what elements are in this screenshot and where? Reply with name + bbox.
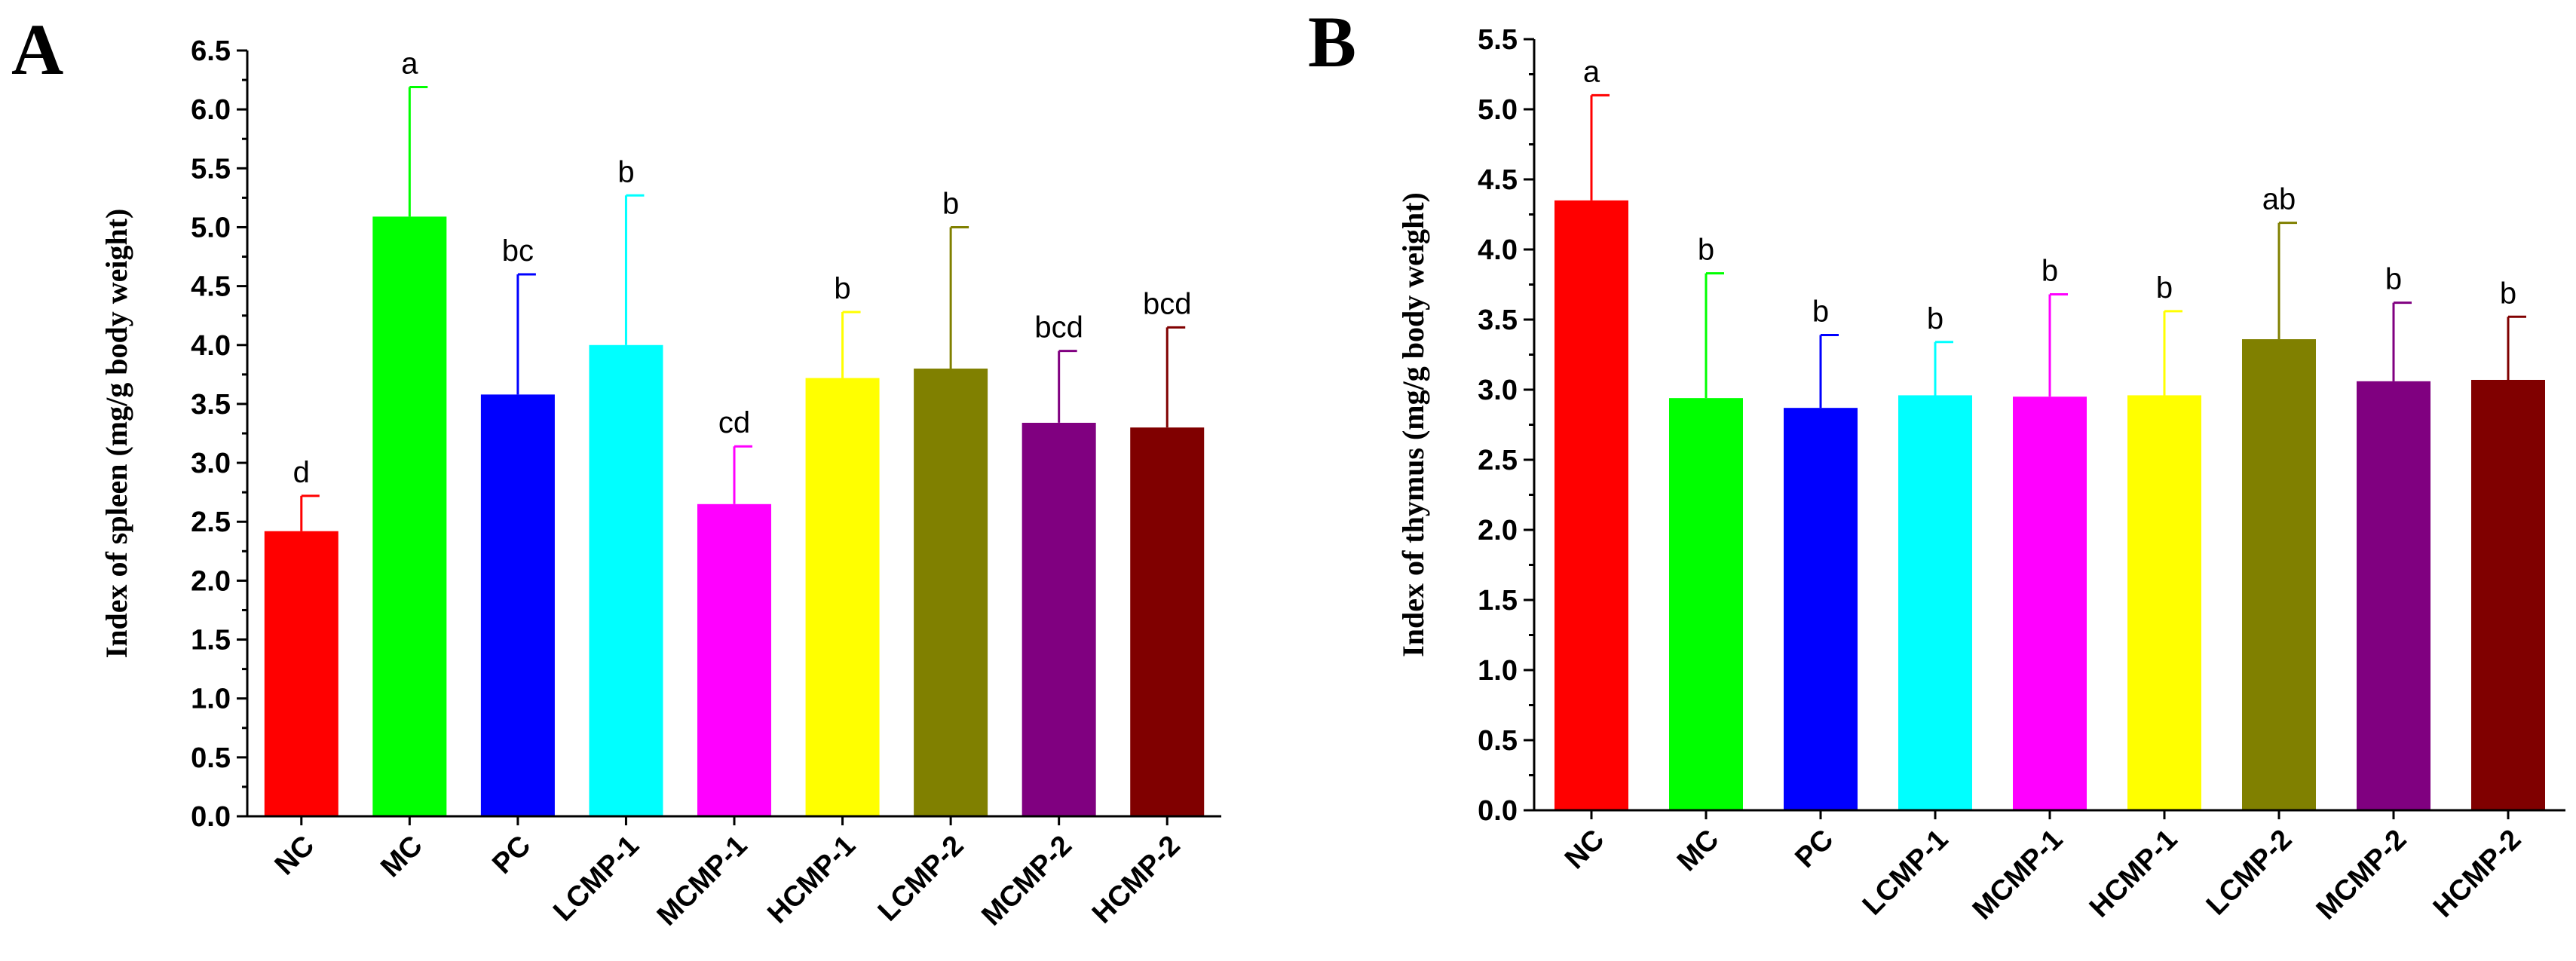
panel-b: B Index of thymus (mg/g body weight) a NC b M… bbox=[1308, 2, 2565, 926]
bar-hcmp-1 bbox=[805, 378, 880, 816]
bar-mcmp-2 bbox=[2357, 381, 2431, 811]
significance-label: b bbox=[2156, 271, 2173, 305]
significance-label: b bbox=[834, 272, 850, 305]
y-tick-label: 4.0 bbox=[1478, 234, 1518, 266]
y-tick-label: 2.0 bbox=[1478, 515, 1518, 546]
y-tick-label: 5.5 bbox=[1478, 24, 1518, 56]
x-tick-label: LCMP-2 bbox=[872, 830, 970, 928]
bar-pc bbox=[1784, 408, 1858, 810]
y-tick-label: 5.5 bbox=[191, 153, 231, 185]
y-tick-label: 0.0 bbox=[191, 801, 231, 833]
y-axis-title: Index of thymus (mg/g body weight) bbox=[1396, 192, 1430, 657]
y-tick-label: 3.0 bbox=[191, 448, 231, 479]
x-tick-label: MC bbox=[375, 830, 428, 883]
bar-hcmp-2 bbox=[2471, 379, 2545, 811]
significance-label: bcd bbox=[1034, 311, 1083, 344]
bar-mcmp-2 bbox=[1022, 422, 1096, 816]
bar-mcmp-1 bbox=[2013, 396, 2087, 810]
significance-label: cd bbox=[718, 406, 750, 439]
x-tick-label: MC bbox=[1671, 824, 1725, 877]
bar-lcmp-2 bbox=[914, 369, 988, 816]
significance-label: b bbox=[942, 187, 959, 220]
y-tick-label: 2.5 bbox=[191, 507, 231, 538]
y-tick-label: 6.5 bbox=[191, 35, 231, 67]
x-tick-label: MCMP-1 bbox=[651, 830, 754, 932]
bar-lcmp-1 bbox=[589, 344, 663, 816]
significance-label: b bbox=[1812, 295, 1829, 328]
significance-label: a bbox=[1583, 55, 1600, 88]
y-tick-label: 1.5 bbox=[191, 625, 231, 656]
y-tick-label: 1.5 bbox=[1478, 585, 1518, 617]
bar-nc bbox=[264, 531, 338, 816]
significance-label: b bbox=[2500, 277, 2516, 310]
y-tick-label: 2.0 bbox=[191, 565, 231, 597]
bar-nc bbox=[1554, 200, 1628, 810]
significance-label: b bbox=[1698, 234, 1714, 267]
y-tick-label: 3.5 bbox=[1478, 305, 1518, 336]
bar-mc bbox=[372, 216, 447, 816]
panel-letter: A bbox=[11, 9, 63, 90]
x-tick-label: HCMP-2 bbox=[2427, 824, 2528, 924]
significance-label: b bbox=[1927, 302, 1943, 335]
x-tick-label: MCMP-2 bbox=[976, 830, 1078, 932]
significance-label: b bbox=[2385, 263, 2402, 296]
x-tick-label: PC bbox=[486, 830, 537, 880]
y-tick-label: 5.0 bbox=[191, 212, 231, 243]
x-tick-label: LCMP-1 bbox=[1857, 824, 1955, 922]
y-tick-label: 4.5 bbox=[191, 271, 231, 303]
y-tick-label: 6.0 bbox=[191, 94, 231, 126]
y-tick-label: 4.0 bbox=[191, 330, 231, 362]
x-tick-label: HCMP-1 bbox=[2084, 824, 2184, 924]
y-tick-label: 3.0 bbox=[1478, 375, 1518, 406]
y-tick-label: 3.5 bbox=[191, 389, 231, 421]
x-tick-label: NC bbox=[269, 830, 321, 882]
significance-label: b bbox=[617, 155, 634, 188]
y-tick-label: 0.5 bbox=[1478, 725, 1518, 757]
significance-label: a bbox=[401, 47, 418, 80]
y-tick-label: 0.0 bbox=[1478, 795, 1518, 827]
bar-mc bbox=[1669, 398, 1743, 810]
bar-hcmp-1 bbox=[2127, 395, 2201, 810]
significance-label: b bbox=[2042, 255, 2058, 288]
significance-label: ab bbox=[2262, 183, 2296, 216]
panel-letter: B bbox=[1308, 2, 1356, 82]
x-tick-label: LCMP-2 bbox=[2201, 824, 2299, 922]
y-tick-label: 0.5 bbox=[191, 742, 231, 774]
bar-pc bbox=[480, 394, 555, 816]
significance-label: bc bbox=[502, 234, 534, 268]
x-tick-label: NC bbox=[1559, 824, 1611, 876]
x-tick-label: MCMP-1 bbox=[1967, 824, 2069, 926]
significance-label: d bbox=[293, 456, 310, 489]
bar-mcmp-1 bbox=[697, 503, 771, 816]
bar-lcmp-1 bbox=[1898, 395, 1972, 810]
x-tick-label: HCMP-1 bbox=[761, 830, 862, 930]
y-tick-label: 4.5 bbox=[1478, 164, 1518, 196]
x-tick-label: PC bbox=[1789, 824, 1839, 874]
y-tick-label: 5.0 bbox=[1478, 94, 1518, 126]
x-tick-label: HCMP-2 bbox=[1086, 830, 1187, 930]
significance-label: bcd bbox=[1143, 287, 1192, 320]
bar-lcmp-2 bbox=[2242, 339, 2316, 810]
panel-a: A Index of spleen (mg/g body weight) d NC a M… bbox=[11, 9, 1221, 932]
y-tick-label: 2.5 bbox=[1478, 445, 1518, 476]
bar-hcmp-2 bbox=[1130, 427, 1205, 816]
y-axis-title: Index of spleen (mg/g body weight) bbox=[100, 209, 133, 659]
x-tick-label: MCMP-2 bbox=[2311, 824, 2413, 926]
y-tick-label: 1.0 bbox=[1478, 655, 1518, 687]
x-tick-label: LCMP-1 bbox=[547, 830, 645, 928]
y-tick-label: 1.0 bbox=[191, 684, 231, 715]
